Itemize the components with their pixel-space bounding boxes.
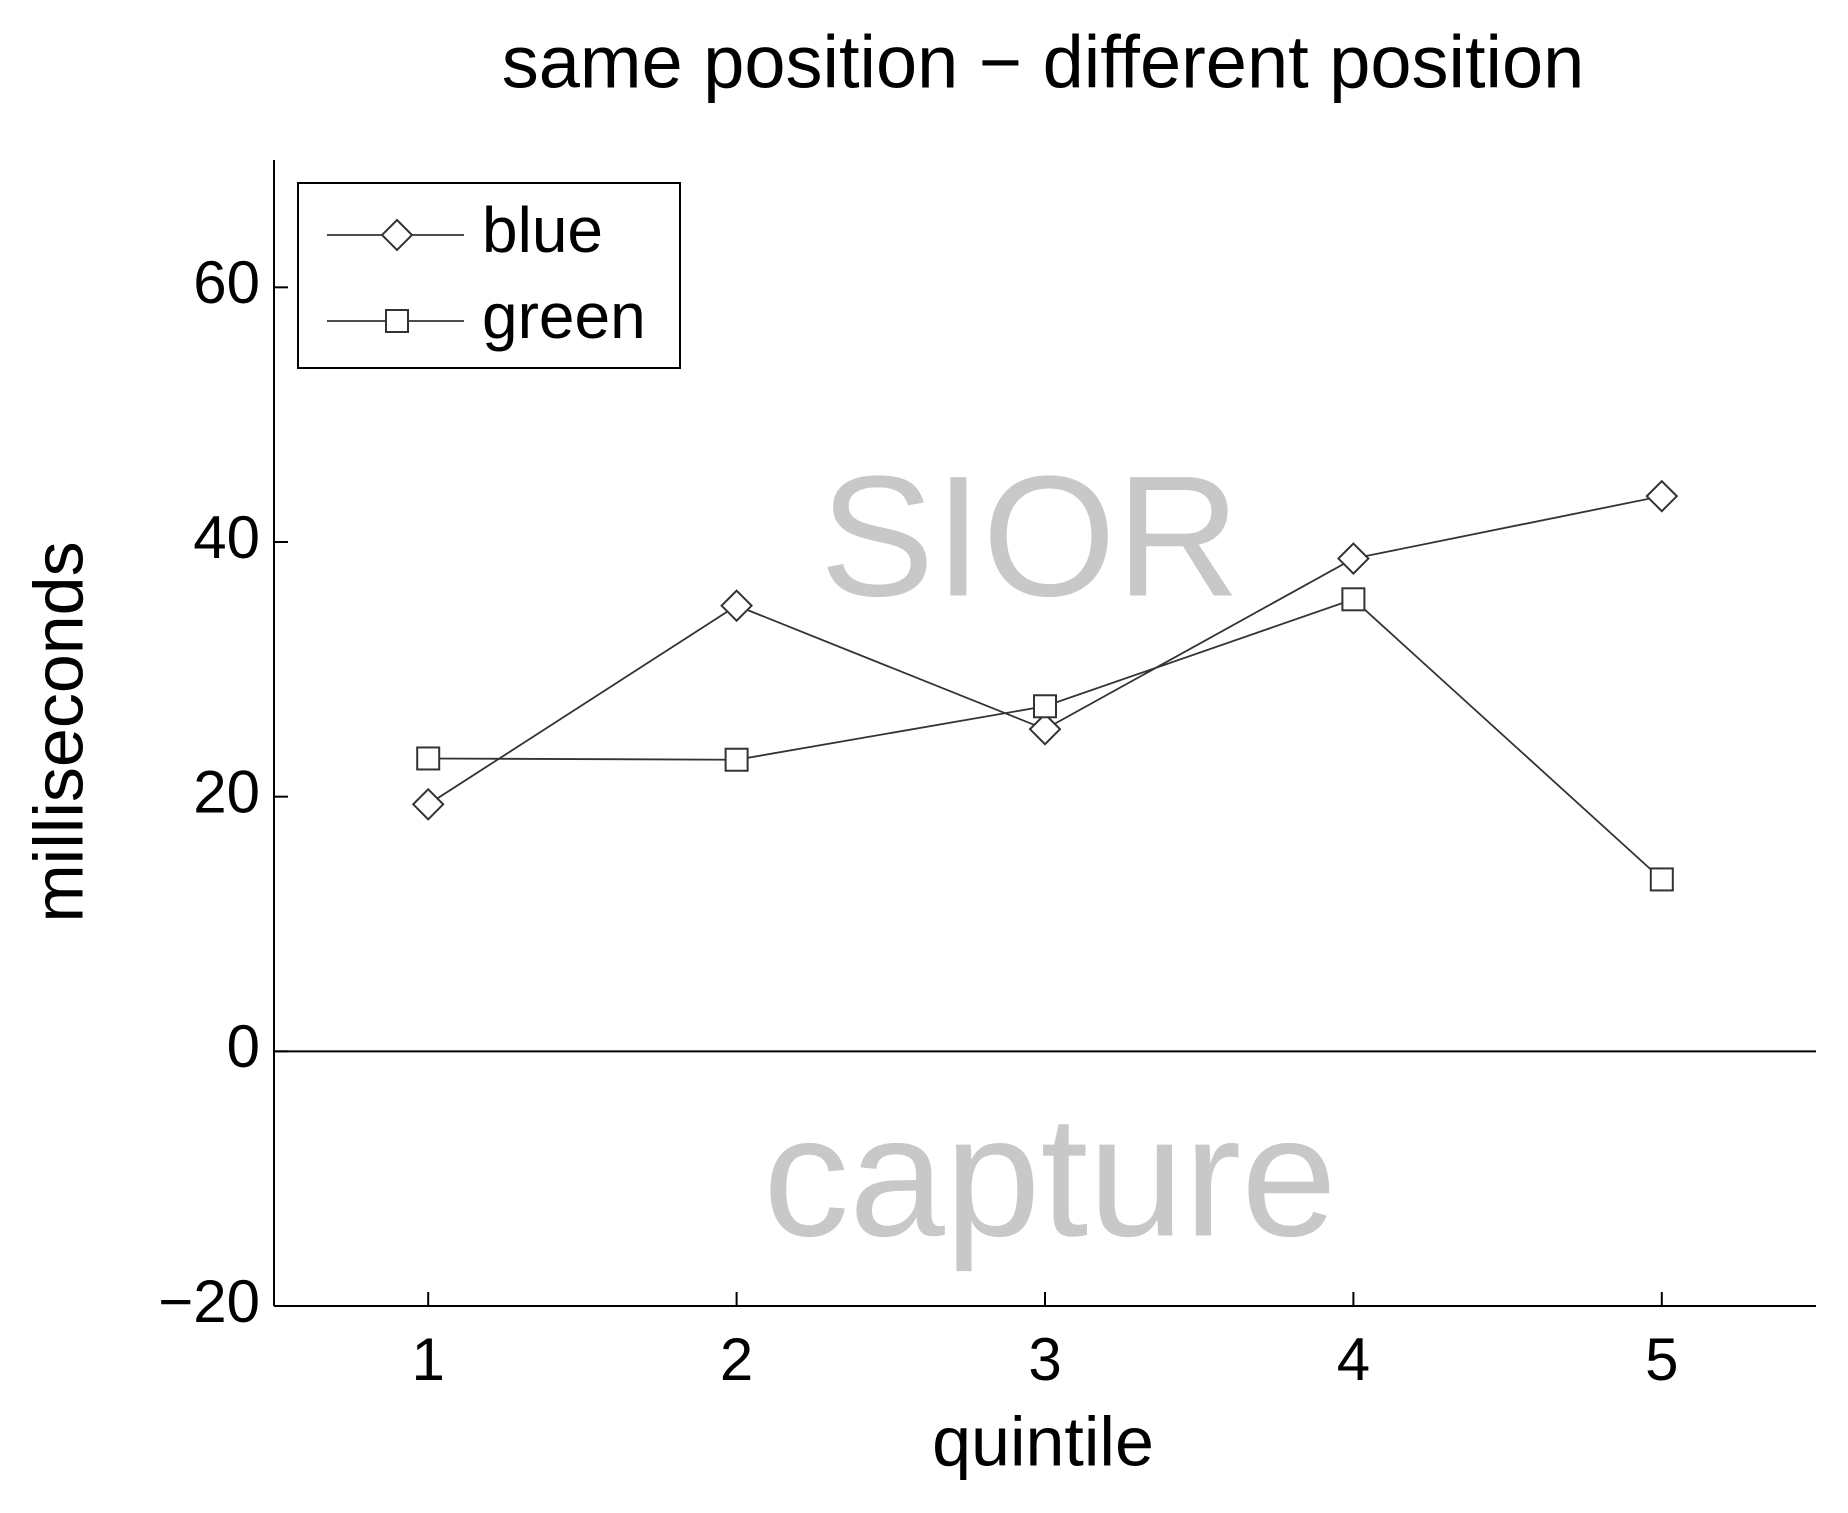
marker	[411, 787, 445, 821]
y-tick-label: 40	[193, 504, 260, 571]
marker	[1033, 694, 1057, 719]
x-axis-label: quintile	[932, 1402, 1154, 1480]
x-tick-label: 2	[720, 1326, 753, 1393]
marker	[724, 747, 749, 772]
annotation: SIOR	[820, 440, 1241, 632]
y-tick-label: 20	[193, 759, 260, 826]
legend-marker	[380, 218, 414, 252]
marker	[1645, 479, 1679, 513]
y-tick-label: −20	[158, 1268, 260, 1335]
marker	[1028, 712, 1062, 746]
x-tick-label: 3	[1028, 1326, 1061, 1393]
x-tick-label: 1	[412, 1326, 445, 1393]
y-tick-label: 0	[227, 1013, 260, 1080]
marker	[1649, 867, 1674, 892]
marker	[1341, 587, 1366, 612]
marker	[1336, 542, 1370, 575]
chart-title: same position − different position	[502, 21, 1585, 104]
annotation: capture	[763, 1080, 1337, 1272]
x-tick-label: 5	[1645, 1326, 1678, 1393]
legend-marker	[385, 309, 409, 333]
legend-label: blue	[482, 194, 603, 266]
x-tick-label: 4	[1337, 1326, 1370, 1393]
y-tick-label: 60	[193, 249, 260, 316]
marker	[416, 746, 441, 771]
marker	[720, 589, 754, 623]
y-axis-label: milliseconds	[19, 541, 97, 922]
legend-label: green	[482, 280, 646, 352]
legend-box	[297, 182, 681, 369]
